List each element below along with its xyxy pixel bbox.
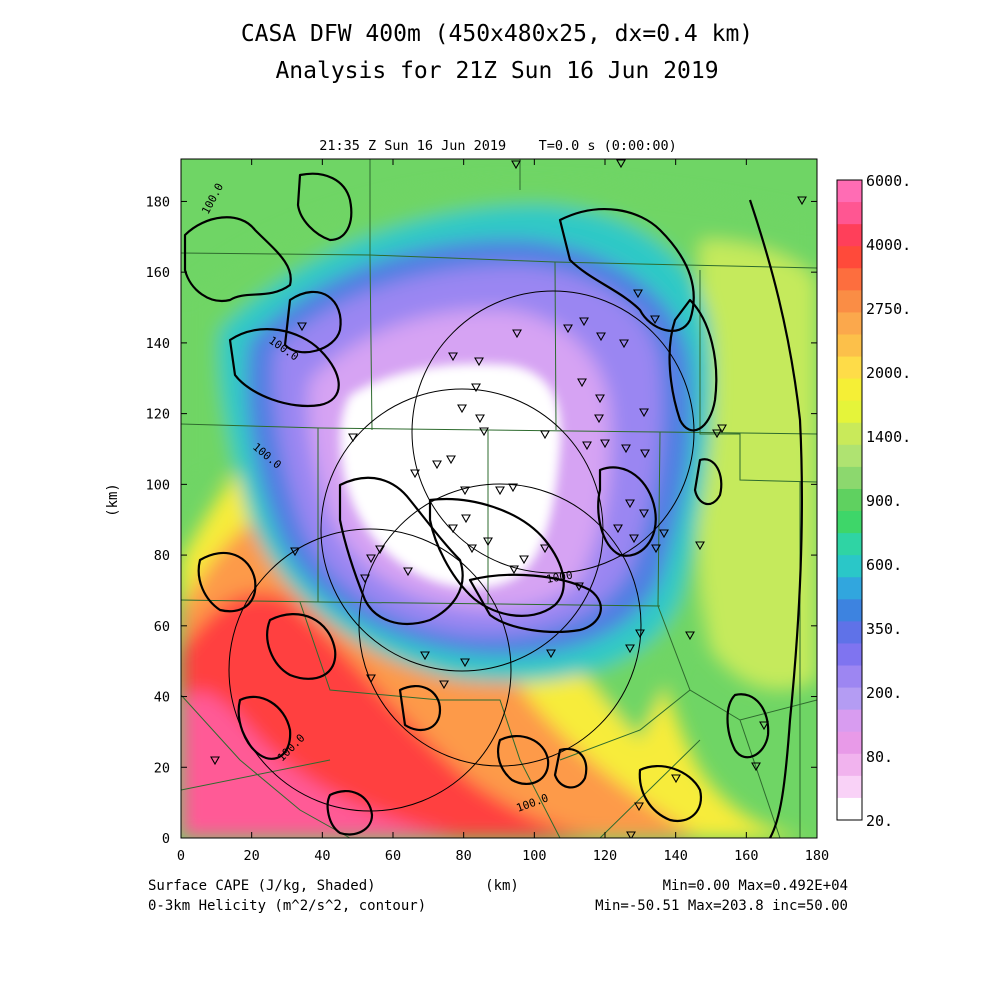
x-tick-label: 100 bbox=[522, 848, 546, 864]
y-tick-label: 0 bbox=[162, 831, 170, 847]
y-tick-label: 20 bbox=[154, 760, 170, 776]
plot-subtitle: 21:35 Z Sun 16 Jun 2019 T=0.0 s (0:00:00… bbox=[319, 138, 677, 154]
colorbar-frame bbox=[836, 179, 863, 821]
y-axis: 0 20 40 60 80 100 120 140 160 180 bbox=[146, 194, 817, 847]
colorbar-swatch bbox=[837, 312, 862, 335]
colorbar-swatch bbox=[837, 356, 862, 380]
colorbar-swatch bbox=[837, 753, 862, 777]
plot-frame bbox=[180, 158, 818, 839]
footer-field-2: 0-3km Helicity (m^2/s^2, contour) bbox=[148, 898, 426, 914]
x-tick-label: 80 bbox=[456, 848, 472, 864]
colorbar-swatch bbox=[837, 202, 862, 225]
colorbar-label: 6000. bbox=[866, 172, 911, 190]
colorbar-swatch bbox=[837, 665, 862, 689]
colorbar-label: 2750. bbox=[866, 300, 911, 318]
footer-stats-1: Min=0.00 Max=0.492E+04 bbox=[663, 878, 848, 894]
x-tick-label: 60 bbox=[385, 848, 401, 864]
colorbar-swatch bbox=[837, 731, 862, 755]
title-line-1: CASA DFW 400m (450x480x25, dx=0.4 km) bbox=[241, 21, 753, 47]
colorbar-label: 600. bbox=[866, 556, 902, 574]
colorbar-swatch bbox=[837, 334, 862, 358]
colorbar-swatch bbox=[837, 599, 862, 622]
colorbar-swatch bbox=[837, 709, 862, 733]
colorbar-swatch bbox=[837, 180, 862, 203]
footer-x-label: (km) bbox=[485, 878, 519, 894]
colorbar-swatch bbox=[837, 511, 862, 534]
contour-label: 1000 bbox=[545, 569, 573, 586]
colorbar-label: 4000. bbox=[866, 236, 911, 254]
colorbar-swatch bbox=[837, 290, 862, 313]
colorbar-swatch bbox=[837, 268, 862, 291]
colorbar-label: 350. bbox=[866, 620, 902, 638]
colorbar-swatch bbox=[837, 400, 862, 424]
colorbar-label: 20. bbox=[866, 812, 893, 830]
colorbar-swatch bbox=[837, 488, 862, 512]
colorbar-labels: 6000. 4000. 2750. 2000. 1400. 900. 600. 350. 200… bbox=[866, 172, 911, 830]
y-axis-label: (km) bbox=[105, 483, 121, 517]
colorbar-swatch bbox=[837, 643, 862, 667]
colorbar-label: 80. bbox=[866, 748, 893, 766]
footer-field-1: Surface CAPE (J/kg, Shaded) bbox=[148, 878, 376, 894]
x-tick-label: 0 bbox=[177, 848, 185, 864]
x-tick-label: 120 bbox=[593, 848, 617, 864]
colorbar-swatch bbox=[837, 224, 862, 247]
x-tick-label: 20 bbox=[244, 848, 260, 864]
x-axis: 0 20 40 60 80 100 120 140 160 180 bbox=[177, 159, 829, 864]
footer-stats-2: Min=-50.51 Max=203.8 inc=50.00 bbox=[595, 898, 848, 914]
colorbar-swatch bbox=[837, 378, 862, 402]
colorbar-swatch bbox=[837, 687, 862, 711]
colorbar-swatch bbox=[837, 797, 862, 821]
y-tick-label: 80 bbox=[154, 548, 170, 564]
colorbar-swatch bbox=[837, 466, 862, 490]
cape-shaded-field: 100.0 100.0 100.0 1000 100.0 100.0 bbox=[181, 159, 817, 838]
colorbar-swatch bbox=[837, 555, 862, 578]
colorbar-label: 2000. bbox=[866, 364, 911, 382]
colorbar-label: 200. bbox=[866, 684, 902, 702]
y-tick-label: 100 bbox=[146, 477, 170, 493]
title-line-2: Analysis for 21Z Sun 16 Jun 2019 bbox=[275, 58, 718, 84]
x-tick-label: 140 bbox=[663, 848, 687, 864]
y-tick-label: 40 bbox=[154, 690, 170, 706]
colorbar-swatch bbox=[837, 444, 862, 468]
x-tick-label: 180 bbox=[805, 848, 829, 864]
colorbar-swatch bbox=[837, 422, 862, 446]
y-tick-label: 60 bbox=[154, 619, 170, 635]
x-tick-label: 160 bbox=[734, 848, 758, 864]
colorbar-swatch bbox=[837, 577, 862, 600]
y-tick-label: 140 bbox=[146, 336, 170, 352]
colorbar-swatch bbox=[837, 775, 862, 799]
colorbar bbox=[836, 179, 863, 821]
y-tick-label: 180 bbox=[146, 194, 170, 210]
x-tick-label: 40 bbox=[314, 848, 330, 864]
colorbar-swatch bbox=[837, 246, 862, 269]
colorbar-label: 1400. bbox=[866, 428, 911, 446]
colorbar-label: 900. bbox=[866, 492, 902, 510]
y-tick-label: 160 bbox=[146, 265, 170, 281]
colorbar-swatch bbox=[837, 621, 862, 644]
colorbar-swatch bbox=[837, 533, 862, 556]
y-tick-label: 120 bbox=[146, 407, 170, 423]
